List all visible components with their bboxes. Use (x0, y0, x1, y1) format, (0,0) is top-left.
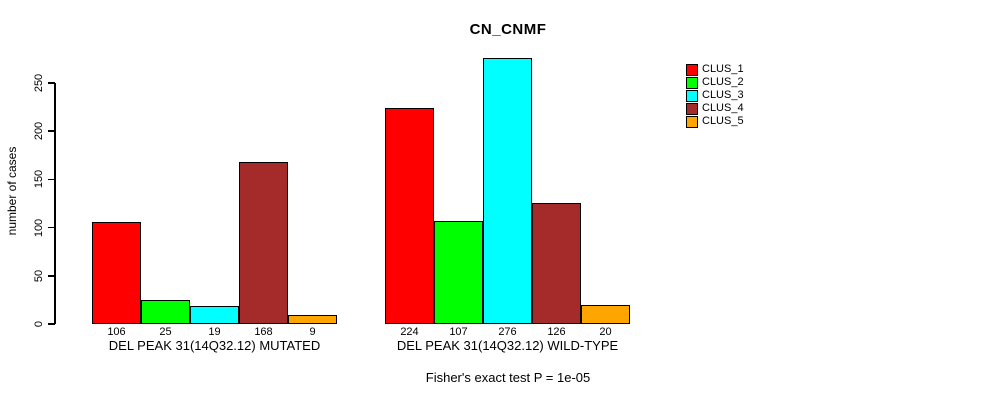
legend-swatch-clus_5 (686, 115, 698, 128)
bar-clus_4-group2 (532, 202, 581, 324)
bar-value-label: 19 (208, 326, 221, 338)
group-label: DEL PEAK 31(14Q32.12) WILD-TYPE (396, 338, 619, 353)
bar-value-label: 276 (498, 326, 517, 338)
bar-value-label: 224 (400, 326, 419, 338)
y-axis-tick-label: 250 (33, 73, 45, 93)
y-axis-tick-label: 150 (33, 170, 45, 189)
legend-label: CLUS_3 (702, 89, 744, 101)
legend-swatch-clus_3 (686, 89, 698, 102)
bar-value-label: 168 (254, 326, 273, 338)
y-axis-tick-label: 200 (33, 122, 45, 141)
legend-swatch-clus_1 (686, 63, 698, 76)
annotation-fisher-test: Fisher's exact test P = 1e-05 (425, 370, 591, 385)
bar-value-label: 20 (599, 326, 612, 338)
chart-title: CN_CNMF (469, 21, 547, 38)
legend-swatch-clus_2 (686, 76, 698, 89)
y-axis-tick-label: 50 (33, 269, 45, 282)
bar-clus_3-group1 (190, 305, 239, 324)
bar-clus_4-group1 (239, 162, 288, 324)
group-label: DEL PEAK 31(14Q32.12) MUTATED (108, 338, 321, 353)
y-axis-tick (48, 130, 55, 132)
y-axis-tick-label: 0 (33, 320, 45, 328)
legend-item-clus_2: CLUS_2 (686, 76, 744, 89)
legend-item-clus_5: CLUS_5 (686, 115, 744, 128)
bar-value-label: 25 (159, 326, 172, 338)
bar-clus_2-group1 (141, 299, 190, 324)
legend-item-clus_1: CLUS_1 (686, 63, 744, 76)
bar-value-label: 107 (449, 326, 468, 338)
bar-clus_5-group1 (288, 315, 337, 324)
legend-item-clus_3: CLUS_3 (686, 89, 744, 102)
y-axis-tick (48, 82, 55, 84)
y-axis-tick (48, 323, 55, 325)
legend-label: CLUS_2 (702, 76, 744, 88)
legend: CLUS_1 CLUS_2 CLUS_3 CLUS_4 CLUS_5 (686, 63, 744, 128)
bar-clus_5-group2 (581, 304, 630, 324)
bar-clus_3-group2 (483, 57, 532, 324)
bar-value-label: 126 (547, 326, 566, 338)
legend-label: CLUS_4 (702, 102, 744, 114)
bar-clus_1-group2 (385, 108, 434, 324)
legend-label: CLUS_5 (702, 115, 744, 127)
legend-item-clus_4: CLUS_4 (686, 102, 744, 115)
bar-value-label: 106 (107, 326, 126, 338)
legend-label: CLUS_1 (702, 63, 744, 75)
bar-clus_1-group1 (92, 221, 141, 324)
y-axis-line (54, 83, 56, 324)
y-axis-tick-label: 100 (33, 218, 45, 237)
bar-clus_2-group2 (434, 220, 483, 324)
y-axis-tick (48, 178, 55, 181)
bar-value-label: 9 (309, 326, 316, 338)
y-axis-tick (48, 275, 55, 277)
legend-swatch-clus_4 (686, 102, 698, 115)
y-axis-tick (48, 226, 55, 229)
